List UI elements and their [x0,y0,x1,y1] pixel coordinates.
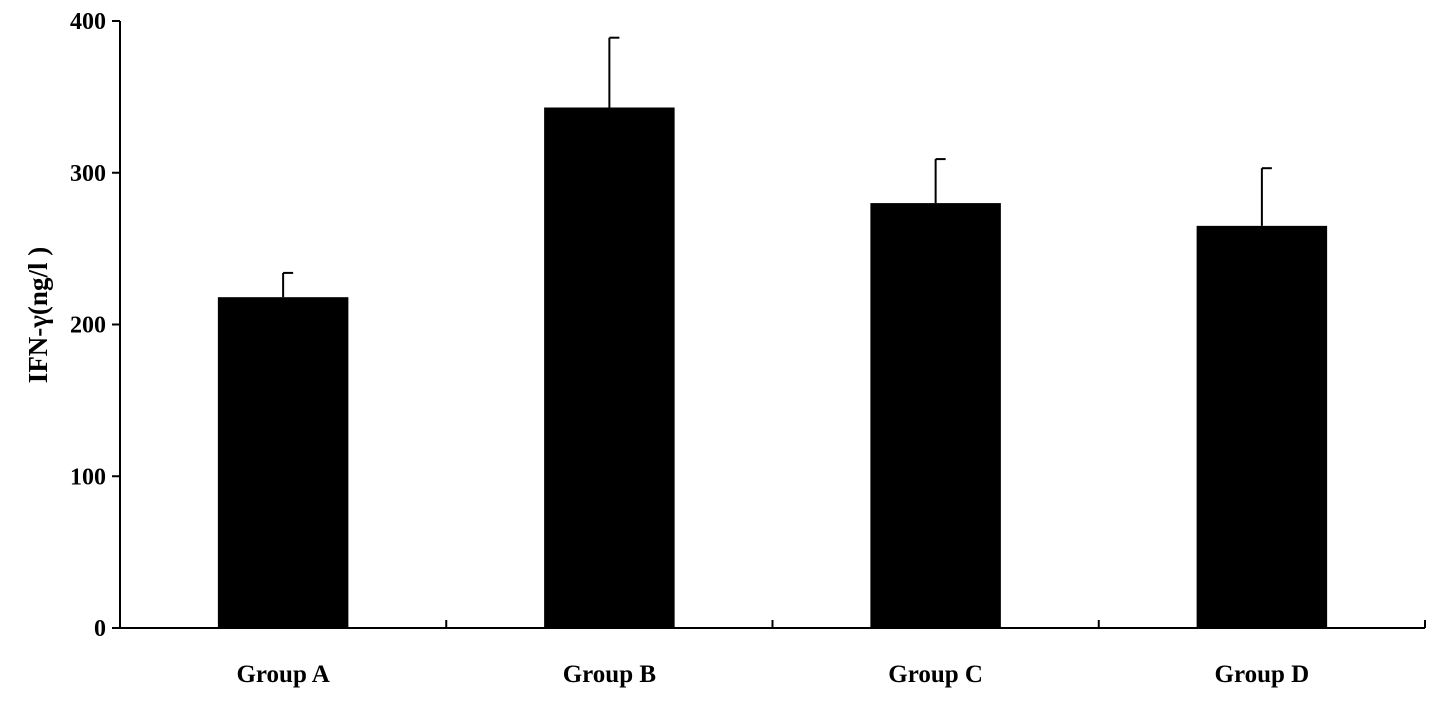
bars [217,107,1328,629]
error-bars [282,36,1272,298]
x-tick-label: Group C [888,661,983,688]
bar-group-c [870,203,1001,628]
x-tick-labels: Group A Group B Group C Group D [236,661,1309,688]
y-tick-label: 300 [70,161,106,187]
y-axis-title: IFN-γ(ng/l ) [23,247,53,383]
x-tick-label: Group D [1215,661,1310,688]
bar-group-d [1196,225,1328,629]
bar-group-b [544,107,675,628]
y-tick-label: 0 [94,616,106,642]
bar-group-a [217,297,349,628]
y-tick-label: 100 [70,464,106,490]
x-tick-label: Group B [563,661,656,688]
y-tick-label: 400 [70,9,106,35]
y-ticks: 0 100 200 300 400 [70,9,120,642]
x-tick-label: Group A [236,661,329,688]
y-tick-label: 200 [70,313,106,339]
